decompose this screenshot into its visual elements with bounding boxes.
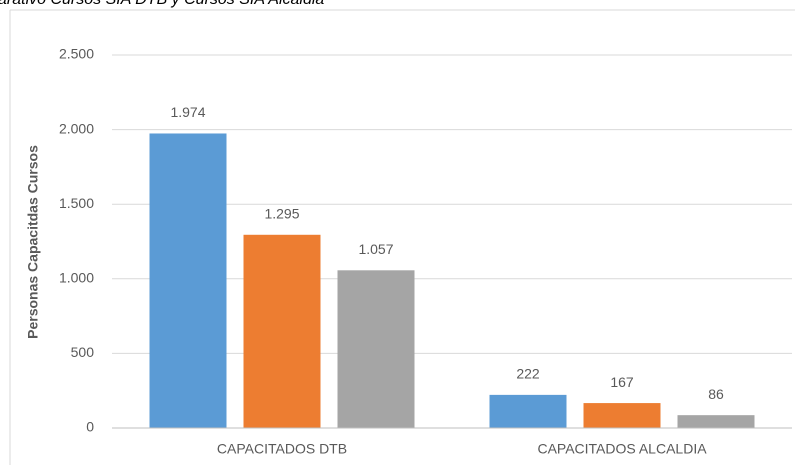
y-axis-label: Personas Capacitdas Cursos xyxy=(25,145,41,339)
bar xyxy=(337,270,415,428)
data-label: 222 xyxy=(516,366,540,382)
bar xyxy=(677,415,755,428)
data-label: 1.295 xyxy=(264,205,299,221)
x-tick-label: CAPACITADOS ALCALDIA xyxy=(537,441,707,457)
y-tick-label: 1.500 xyxy=(59,195,94,211)
bar xyxy=(583,403,661,428)
y-tick-label: 1.000 xyxy=(59,270,94,286)
x-tick-label: CAPACITADOS DTB xyxy=(217,441,347,457)
y-tick-label: 2.000 xyxy=(59,120,94,136)
bar xyxy=(243,234,321,428)
y-tick-label: 2.500 xyxy=(59,46,94,62)
data-label: 167 xyxy=(610,374,634,390)
y-tick-label: 500 xyxy=(71,344,95,360)
data-label: 86 xyxy=(708,386,724,402)
bar xyxy=(489,394,567,428)
bar xyxy=(149,133,227,429)
chart-title: arativo Cursos SIA DTB y Cursos SIA Alca… xyxy=(0,0,324,8)
data-label: 1.974 xyxy=(170,104,205,120)
y-tick-label: 0 xyxy=(86,419,94,435)
data-label: 1.057 xyxy=(358,241,393,257)
